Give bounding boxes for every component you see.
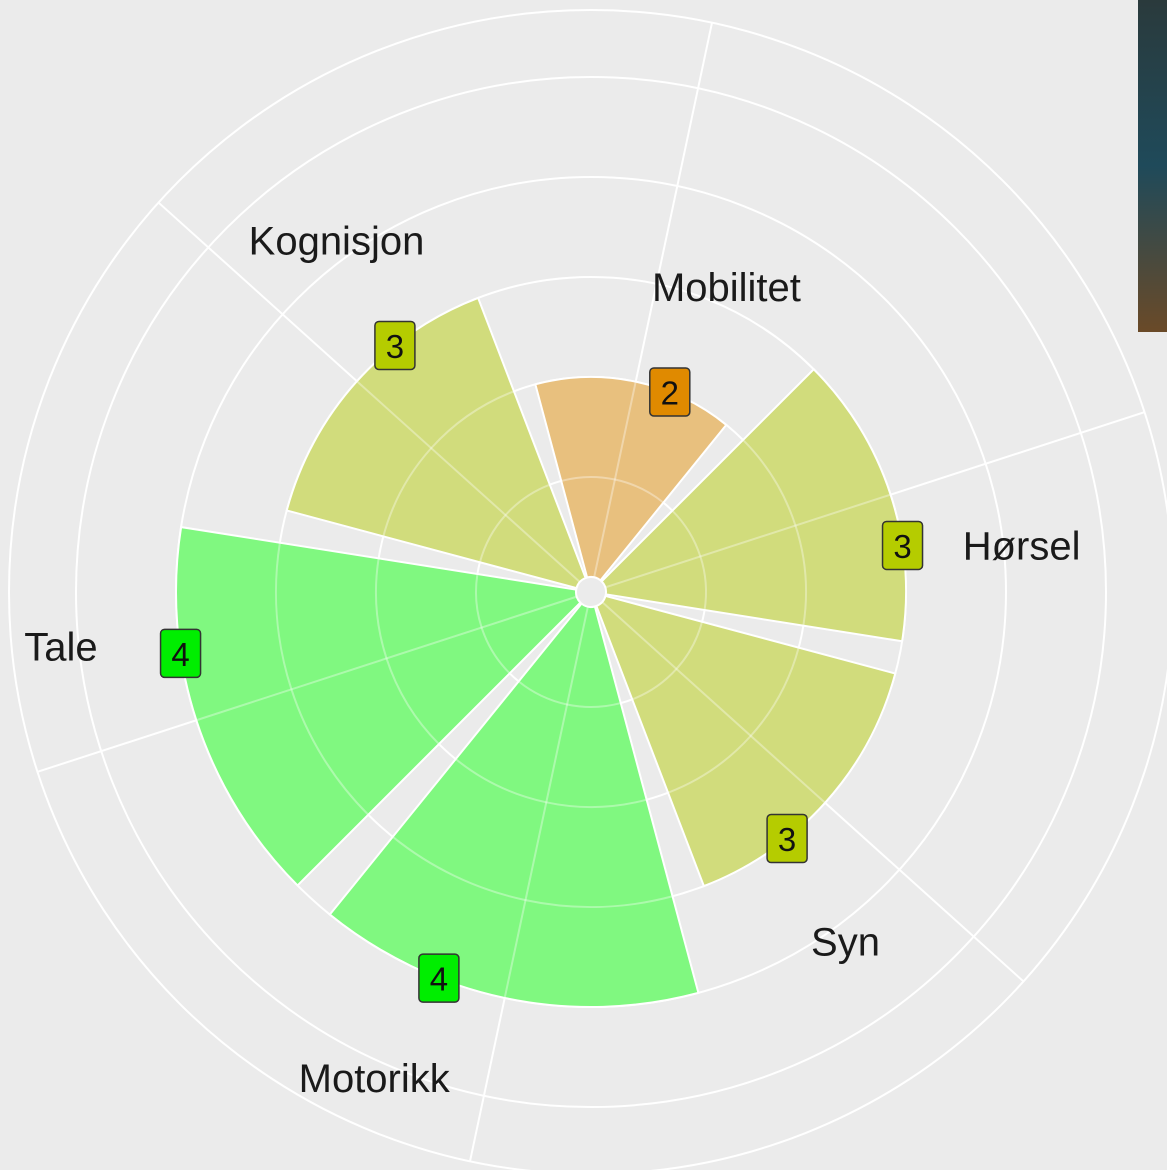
sector-spoke [601, 601, 826, 804]
sector-spoke [503, 606, 589, 999]
value-badge [881, 520, 924, 571]
outer-ring [8, 9, 1167, 1170]
sector-grid [517, 680, 622, 708]
category-label: Mobilitet [652, 266, 801, 310]
value-label: 4 [171, 636, 189, 673]
value-badge [374, 320, 416, 371]
value-label: 3 [386, 328, 404, 365]
grid-circle [75, 76, 1107, 1108]
sector-spoke [196, 595, 578, 722]
value-badge [418, 953, 460, 1003]
value-badge [159, 628, 202, 679]
sector-spoke [593, 381, 637, 578]
sector-spoke [356, 380, 581, 583]
sector-grid [742, 439, 807, 626]
sector-grid [667, 647, 800, 794]
sector-grid [382, 390, 515, 537]
sector-grid [560, 476, 665, 504]
category-label: Kognisjon [249, 220, 425, 264]
category-label: Tale [24, 626, 97, 670]
sector-grid [375, 558, 440, 745]
value-badge [649, 367, 691, 417]
sector-grid [392, 836, 673, 908]
value-label: 4 [430, 961, 448, 998]
sector-grid [475, 573, 511, 675]
value-label: 2 [661, 374, 679, 411]
value-label: 3 [893, 528, 911, 565]
value-badge [766, 813, 808, 864]
category-label: Hørsel [963, 525, 1081, 569]
thumbnail [1138, 0, 1167, 332]
sector-grid [478, 483, 551, 563]
sector-spoke [604, 493, 891, 589]
sector-grid [671, 509, 707, 611]
sector-grid [455, 758, 647, 808]
category-label: Syn [811, 920, 880, 964]
sector-grid [275, 542, 369, 816]
category-label: Motorikk [299, 1057, 451, 1101]
value-label: 3 [778, 821, 796, 858]
sector-grid [631, 621, 704, 701]
